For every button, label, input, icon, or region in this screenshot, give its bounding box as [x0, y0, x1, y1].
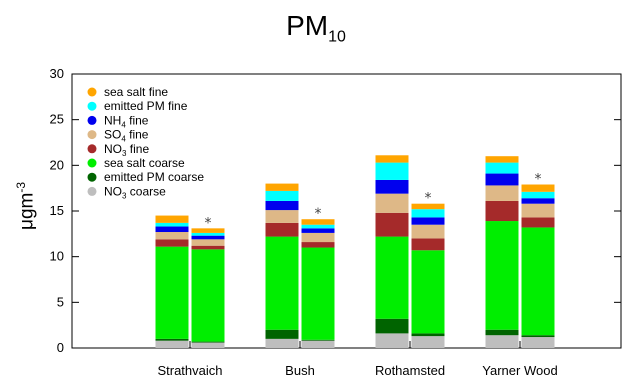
- y-tick-label: 30: [50, 66, 64, 81]
- bar-segment: [191, 342, 225, 348]
- bar-segment: [155, 222, 189, 227]
- bar-segment: [155, 215, 189, 223]
- y-tick-label: 20: [50, 157, 64, 172]
- bar-segment: [485, 335, 519, 348]
- bar-segment: [521, 337, 555, 348]
- bar-segment: [191, 245, 225, 250]
- legend-marker: [87, 87, 97, 97]
- bar-segment: [265, 190, 299, 201]
- bar-segment: [265, 338, 299, 348]
- bar-segment: [485, 200, 519, 222]
- legend-marker: [87, 130, 97, 140]
- legend-marker: [87, 172, 97, 182]
- bar-segment: [155, 232, 189, 240]
- bar-segment: [375, 193, 409, 213]
- legend-label: NH4 fine: [104, 113, 149, 129]
- star-marker: *: [205, 215, 212, 231]
- bar-segment: [265, 210, 299, 223]
- bar-segment: [301, 219, 335, 225]
- bar-segment: [485, 162, 519, 174]
- bar-segment: [191, 232, 225, 236]
- bar-segment: [265, 236, 299, 330]
- chart-title: PM10: [286, 10, 346, 46]
- bar-segment: [375, 236, 409, 319]
- bar-segment: [411, 224, 445, 239]
- bar-segment: [301, 339, 335, 341]
- bar-segment: [191, 239, 225, 246]
- bar-segment: [301, 224, 335, 229]
- bar-segment: [485, 156, 519, 163]
- bar-segment: [375, 333, 409, 348]
- x-category-label: Rothamsted: [375, 363, 445, 378]
- bar-segment: [521, 198, 555, 204]
- bar-segment: [521, 335, 555, 338]
- bar-segment: [191, 341, 225, 343]
- bar-segment: [411, 250, 445, 334]
- legend-marker: [87, 115, 97, 125]
- y-tick-label: 0: [57, 340, 64, 355]
- x-category-label: Strathvaich: [157, 363, 222, 378]
- bar-segment: [155, 340, 189, 348]
- bar-segment: [411, 203, 445, 210]
- bar-segment: [375, 162, 409, 180]
- bar-segment: [265, 200, 299, 211]
- bar-segment: [155, 226, 189, 233]
- bar-segment: [155, 246, 189, 339]
- bar-segment: [375, 179, 409, 194]
- bar-segment: [155, 239, 189, 247]
- bar-segment: [521, 203, 555, 218]
- legend-label: sea salt coarse: [104, 156, 185, 170]
- legend-marker: [87, 186, 97, 196]
- bar-segment: [411, 217, 445, 225]
- bar-segment: [301, 232, 335, 243]
- bar-segment: [301, 242, 335, 248]
- bar-segment: [191, 235, 225, 240]
- bar-segment: [375, 155, 409, 163]
- bar-segment: [485, 221, 519, 330]
- star-marker: *: [425, 191, 432, 207]
- legend-label: emitted PM fine: [104, 99, 188, 113]
- y-tick-label: 25: [50, 112, 64, 127]
- bar-segment: [521, 217, 555, 228]
- bar-segment: [411, 336, 445, 348]
- bar-segment: [485, 185, 519, 201]
- bar-segment: [375, 318, 409, 334]
- bar-segment: [411, 238, 445, 251]
- x-category-label: Bush: [285, 363, 315, 378]
- bar-segment: [411, 209, 445, 218]
- star-marker: *: [535, 172, 542, 188]
- y-tick-label: 15: [50, 203, 64, 218]
- legend-marker: [87, 158, 97, 168]
- bar-segment: [265, 222, 299, 237]
- bar-segment: [411, 333, 445, 337]
- legend-label: NO3 fine: [104, 142, 149, 158]
- bar-segment: [485, 329, 519, 336]
- bar-segment: [521, 191, 555, 199]
- y-tick-label: 5: [57, 294, 64, 309]
- legend-label: NO3 coarse: [104, 184, 166, 200]
- bar-segment: [521, 227, 555, 336]
- bar-segment: [375, 212, 409, 237]
- legend-label: emitted PM coarse: [104, 170, 204, 184]
- bar-segment: [191, 249, 225, 342]
- x-category-label: Yarner Wood: [482, 363, 557, 378]
- legend-marker: [87, 144, 97, 154]
- star-marker: *: [315, 206, 322, 222]
- bar-segment: [301, 247, 335, 340]
- y-tick-label: 10: [50, 249, 64, 264]
- bar-segment: [191, 228, 225, 233]
- bar-segment: [265, 329, 299, 339]
- bar-segment: [485, 173, 519, 186]
- bar-segment: [155, 338, 189, 341]
- legend-marker: [87, 101, 97, 111]
- legend-label: sea salt fine: [104, 85, 168, 99]
- bar-segment: [521, 184, 555, 192]
- bar-segment: [301, 340, 335, 348]
- bar-segment: [265, 183, 299, 191]
- legend-label: SO4 fine: [104, 128, 149, 144]
- bar-segment: [301, 228, 335, 233]
